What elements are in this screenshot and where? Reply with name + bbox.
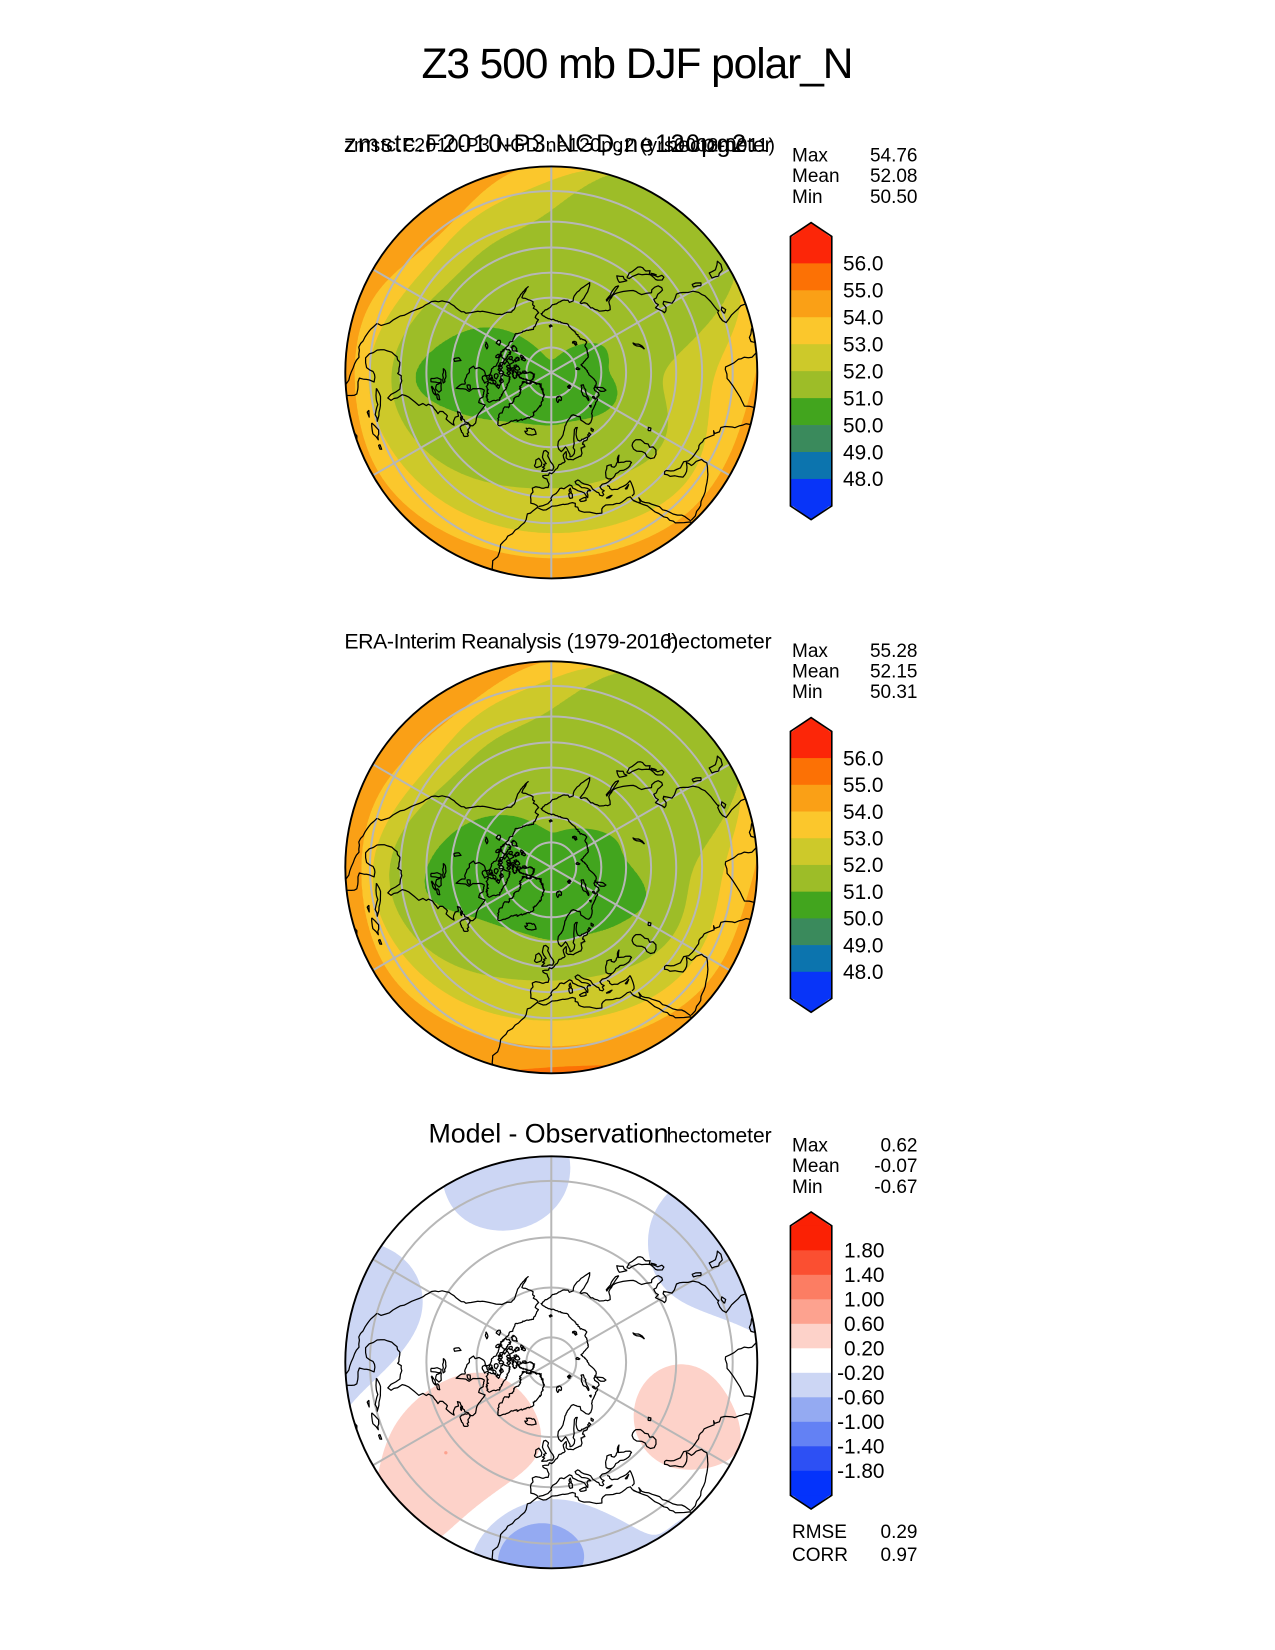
svg-text:0.62: 0.62 (881, 1136, 918, 1157)
svg-text:hectometer: hectometer (667, 134, 772, 157)
svg-text:CORR: CORR (792, 1545, 848, 1566)
svg-text:Max: Max (792, 1136, 828, 1157)
svg-text:1.00: 1.00 (844, 1289, 884, 1312)
svg-text:-1.00: -1.00 (837, 1411, 884, 1434)
svg-text:1.40: 1.40 (844, 1264, 884, 1287)
svg-text:-0.20: -0.20 (837, 1362, 884, 1385)
svg-text:0.60: 0.60 (844, 1313, 884, 1336)
svg-text:-1.40: -1.40 (837, 1436, 884, 1459)
svg-text:Model - Observation: Model - Observation (429, 1119, 669, 1149)
svg-text:56.0: 56.0 (843, 747, 883, 770)
svg-text:50.50: 50.50 (870, 187, 918, 208)
svg-text:zmstc.F2010-P3.NGD.ne120pg2: zmstc.F2010-P3.NGD.ne120pg2 (344, 130, 746, 158)
svg-text:54.0: 54.0 (843, 801, 883, 824)
svg-text:1.80: 1.80 (844, 1240, 884, 1263)
svg-text:Min: Min (792, 1177, 823, 1198)
svg-text:52.08: 52.08 (870, 166, 918, 187)
svg-text:53.0: 53.0 (843, 333, 883, 356)
svg-text:50.31: 50.31 (870, 682, 918, 703)
svg-text:hectometer: hectometer (667, 631, 772, 654)
svg-text:53.0: 53.0 (843, 828, 883, 851)
svg-text:55.28: 55.28 (870, 641, 918, 662)
svg-text:-0.60: -0.60 (837, 1387, 884, 1410)
svg-text:hectometer: hectometer (667, 1125, 772, 1148)
svg-text:-0.07: -0.07 (874, 1156, 917, 1177)
svg-text:48.0: 48.0 (843, 468, 883, 491)
svg-text:Max: Max (792, 641, 828, 662)
svg-text:50.0: 50.0 (843, 908, 883, 931)
svg-text:Min: Min (792, 187, 823, 208)
svg-text:49.0: 49.0 (843, 441, 883, 464)
svg-text:Mean: Mean (792, 662, 840, 683)
svg-text:-1.80: -1.80 (837, 1460, 884, 1483)
svg-text:49.0: 49.0 (843, 934, 883, 957)
svg-text:50.0: 50.0 (843, 414, 883, 437)
svg-text:RMSE: RMSE (792, 1522, 847, 1543)
svg-text:Z3 500 mb DJF polar_N: Z3 500 mb DJF polar_N (422, 41, 854, 88)
svg-text:52.0: 52.0 (843, 360, 883, 383)
svg-text:51.0: 51.0 (843, 387, 883, 410)
svg-text:0.97: 0.97 (881, 1545, 918, 1566)
svg-text:zmstc.F2010-P3.NGD.ne120pg2 (y: zmstc.F2010-P3.NGD.ne120pg2 (yrs0002-001… (344, 135, 775, 157)
svg-text:56.0: 56.0 (843, 253, 883, 276)
svg-text:ERA-Interim Reanalysis (1979-2: ERA-Interim Reanalysis (1979-2016) (344, 630, 678, 654)
svg-text:52.0: 52.0 (843, 854, 883, 877)
svg-text:54.0: 54.0 (843, 307, 883, 330)
svg-text:54.76: 54.76 (870, 146, 918, 167)
svg-text:Max: Max (792, 146, 828, 167)
svg-text:0.20: 0.20 (844, 1338, 884, 1361)
svg-text:0.29: 0.29 (881, 1522, 918, 1543)
svg-text:51.0: 51.0 (843, 881, 883, 904)
svg-text:-0.67: -0.67 (874, 1177, 917, 1198)
svg-text:Mean: Mean (792, 1156, 840, 1177)
svg-text:Mean: Mean (792, 166, 840, 187)
svg-text:Min: Min (792, 682, 823, 703)
svg-text:52.15: 52.15 (870, 662, 918, 683)
svg-text:55.0: 55.0 (843, 774, 883, 797)
svg-text:55.0: 55.0 (843, 280, 883, 303)
svg-text:48.0: 48.0 (843, 961, 883, 984)
